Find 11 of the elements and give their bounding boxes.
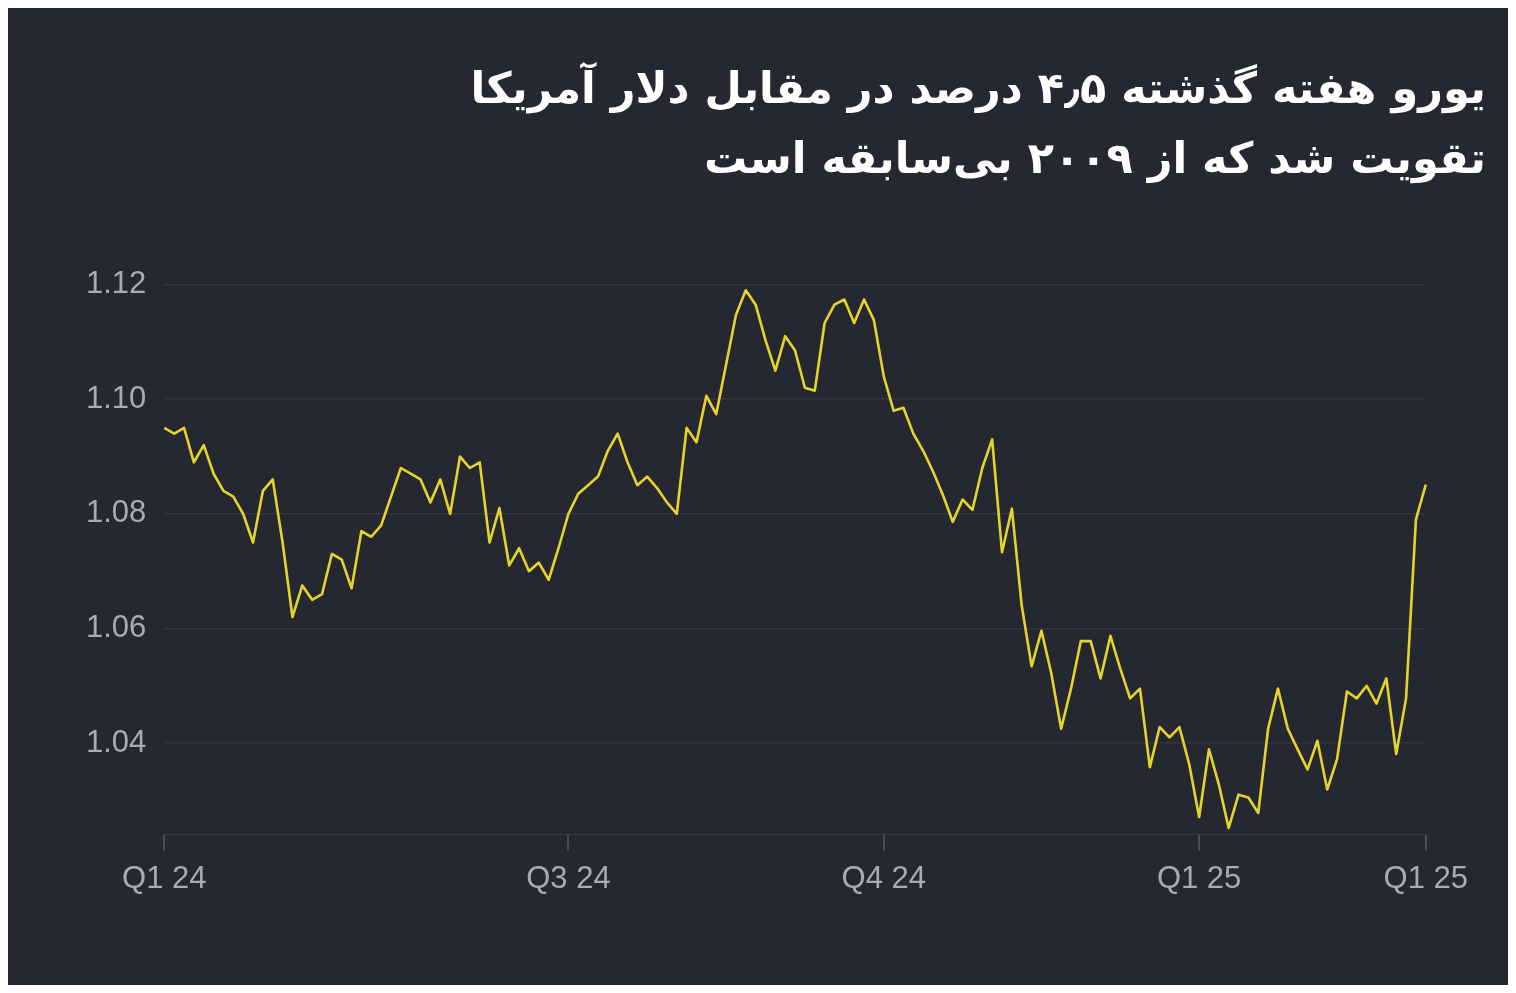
y-tick-label: 1.04 — [85, 723, 147, 759]
x-tick-label: Q4 24 — [841, 859, 926, 895]
x-tick-label: Q1 25 — [1383, 859, 1468, 895]
chart-title: یورو هفته گذشته ۴٫۵ درصد در مقابل دلار آمریکا تقویت شد که از ۲۰۰۹ بی‌سابقه است — [469, 61, 1486, 186]
x-tick-label: Q1 24 — [122, 859, 207, 895]
y-tick-label: 1.06 — [85, 609, 147, 645]
x-tick-label: Q3 24 — [526, 859, 611, 895]
y-tick-label: 1.08 — [85, 494, 147, 530]
y-tick-label: 1.10 — [85, 379, 147, 415]
x-tick-label: Q1 25 — [1156, 859, 1242, 895]
y-tick-label: 1.12 — [85, 265, 147, 301]
